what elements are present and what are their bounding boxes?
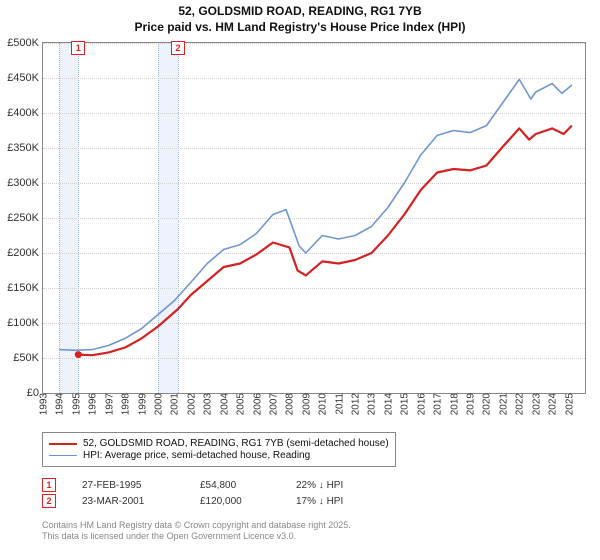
credits-line2: This data is licensed under the Open Gov… [42,531,351,542]
legend-swatch [49,455,77,456]
x-axis-label: 2002 [184,393,197,415]
x-axis-label: 2013 [365,393,378,415]
series-hpi [59,79,571,350]
chart-title: 52, GOLDSMID ROAD, READING, RG1 7YB Pric… [0,0,600,35]
chart-marker-1: 1 [71,41,85,55]
x-axis-label: 1993 [37,393,50,415]
footnote-date: 23-MAR-2001 [82,496,174,507]
x-axis-label: 1997 [102,393,115,415]
x-axis-label: 1998 [119,393,132,415]
x-axis-label: 2020 [480,393,493,415]
footnote-delta: 22% ↓ HPI [296,480,343,491]
y-axis-label: £450K [7,72,43,84]
legend: 52, GOLDSMID ROAD, READING, RG1 7YB (sem… [42,432,396,467]
footnote-row: 2 23-MAR-2001 £120,000 17% ↓ HPI [42,494,343,508]
y-axis-label: £500K [7,37,43,49]
x-axis-label: 2022 [513,393,526,415]
x-axis-label: 1995 [69,393,82,415]
y-axis-label: £300K [7,177,43,189]
x-axis-label: 2015 [398,393,411,415]
title-line2: Price paid vs. HM Land Registry's House … [135,20,466,34]
x-axis-label: 2012 [349,393,362,415]
footnote-price: £120,000 [200,496,270,507]
x-axis-label: 2008 [283,393,296,415]
credits: Contains HM Land Registry data © Crown c… [42,520,351,543]
y-axis-label: £250K [7,212,43,224]
x-axis-label: 2023 [529,393,542,415]
x-axis-label: 2018 [447,393,460,415]
footnotes: 1 27-FEB-1995 £54,800 22% ↓ HPI 2 23-MAR-2001… [42,476,343,510]
x-axis-label: 2021 [496,393,509,415]
legend-label: 52, GOLDSMID ROAD, READING, RG1 7YB (sem… [83,438,389,449]
y-axis-label: £150K [7,282,43,294]
x-axis-label: 2016 [414,393,427,415]
footnote-delta: 17% ↓ HPI [296,496,343,507]
x-axis-label: 2011 [332,393,345,415]
legend-row: HPI: Average price, semi-detached house,… [49,450,389,461]
title-line1: 52, GOLDSMID ROAD, READING, RG1 7YB [178,4,421,18]
legend-swatch [49,443,77,445]
x-axis-label: 2000 [151,393,164,415]
legend-row: 52, GOLDSMID ROAD, READING, RG1 7YB (sem… [49,438,389,449]
footnote-price: £54,800 [200,480,270,491]
footnote-marker: 2 [42,494,56,508]
x-axis-label: 1996 [86,393,99,415]
footnote-marker: 1 [42,478,56,492]
x-axis-label: 1994 [53,393,66,415]
x-axis-label: 2024 [546,393,559,415]
footnote-row: 1 27-FEB-1995 £54,800 22% ↓ HPI [42,478,343,492]
y-axis-label: £50K [13,352,43,364]
x-axis-label: 1999 [135,393,148,415]
y-axis-label: £400K [7,107,43,119]
x-axis-label: 2019 [464,393,477,415]
x-axis-label: 2017 [431,393,444,415]
chart-marker-2: 2 [171,41,185,55]
footnote-date: 27-FEB-1995 [82,480,174,491]
plot-svg [43,43,585,393]
x-axis-label: 2010 [316,393,329,415]
credits-line1: Contains HM Land Registry data © Crown c… [42,520,351,531]
x-axis-label: 2025 [562,393,575,415]
y-axis-label: £200K [7,247,43,259]
y-axis-label: £350K [7,142,43,154]
x-axis-label: 2009 [299,393,312,415]
series-price_paid [78,126,572,356]
legend-label: HPI: Average price, semi-detached house,… [83,450,310,461]
x-axis-label: 2014 [381,393,394,415]
price-chart: £0£50K£100K£150K£200K£250K£300K£350K£400… [42,42,586,394]
x-axis-label: 2005 [234,393,247,415]
x-axis-label: 2003 [201,393,214,415]
x-axis-label: 2007 [266,393,279,415]
y-axis-label: £100K [7,317,43,329]
x-axis-label: 2006 [250,393,263,415]
x-axis-label: 2001 [168,393,181,415]
x-axis-label: 2004 [217,393,230,415]
